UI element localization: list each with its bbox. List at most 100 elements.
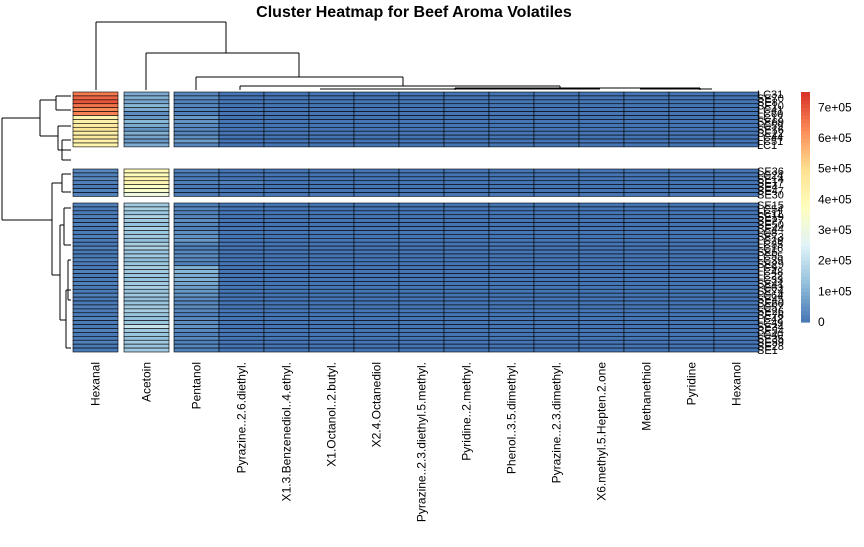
legend-tick-label: 3e+05: [818, 223, 852, 237]
heatmap-cell: [353, 222, 400, 227]
heatmap-cell: [578, 180, 625, 185]
heatmap-cell: [488, 316, 535, 321]
heatmap-cell: [578, 210, 625, 216]
column-label: X1.3.Benzenediol..4.ethyl.: [280, 362, 294, 501]
heatmap-cell: [173, 316, 220, 321]
heatmap-cell: [623, 241, 670, 247]
heatmap-cell: [668, 142, 715, 148]
heatmap-cell: [123, 234, 170, 239]
heatmap-cell: [72, 218, 119, 223]
heatmap-cell: [533, 107, 580, 112]
heatmap-cell: [173, 184, 220, 189]
heatmap-cell: [533, 230, 580, 235]
heatmap-cell: [443, 134, 490, 140]
heatmap-cell: [713, 288, 760, 294]
heatmap-cell: [72, 277, 119, 282]
heatmap-cell: [123, 226, 170, 231]
heatmap-cell: [218, 222, 265, 227]
heatmap-cell: [353, 285, 400, 290]
column-label: Hexanol: [730, 362, 744, 406]
heatmap-cell: [623, 99, 670, 105]
heatmap-cell: [488, 332, 535, 337]
row-label: SE60: [757, 298, 784, 310]
heatmap-cell: [443, 281, 490, 286]
heatmap-cell: [308, 332, 355, 337]
legend-color-step: [801, 268, 810, 273]
heatmap-cell: [623, 226, 670, 231]
heatmap-cell: [123, 324, 170, 329]
heatmap-cell: [398, 222, 445, 227]
heatmap-cell: [263, 226, 310, 231]
row-label: LC22: [757, 271, 783, 283]
heatmap-cell: [443, 316, 490, 321]
heatmap-cell: [353, 192, 400, 197]
heatmap-cell: [398, 210, 445, 216]
column-label: Pyridine..2.methyl.: [460, 362, 474, 461]
heatmap-cell: [398, 292, 445, 298]
heatmap-cell: [72, 285, 119, 290]
legend-color-step: [801, 130, 810, 135]
heatmap-cell: [308, 123, 355, 128]
heatmap-cell: [488, 138, 535, 144]
heatmap-cell: [443, 343, 490, 349]
heatmap-cell: [353, 126, 400, 132]
legend-tick-label: 6e+05: [818, 131, 852, 145]
heatmap-cell: [173, 304, 220, 310]
heatmap-cell: [353, 261, 400, 267]
heatmap-cell: [668, 339, 715, 345]
heatmap-cell: [713, 292, 760, 298]
heatmap-cell: [72, 245, 119, 251]
heatmap-cell: [353, 230, 400, 235]
legend-color-step: [801, 164, 810, 170]
heatmap-cell: [578, 269, 625, 274]
heatmap-cell: [668, 285, 715, 290]
heatmap-cell: [533, 222, 580, 227]
heatmap-cell: [173, 142, 220, 148]
heatmap-cell: [353, 245, 400, 251]
heatmap-cell: [668, 300, 715, 306]
heatmap-cell: [533, 226, 580, 231]
heatmap-cell: [533, 281, 580, 286]
heatmap-cell: [218, 168, 265, 174]
heatmap-cell: [218, 288, 265, 294]
heatmap-cell: [488, 123, 535, 128]
heatmap-cell: [308, 347, 355, 353]
heatmap-cell: [263, 99, 310, 105]
heatmap-cell: [308, 249, 355, 255]
heatmap-cell: [263, 130, 310, 136]
heatmap-cell: [218, 138, 265, 144]
heatmap-cell: [533, 288, 580, 294]
heatmap-cell: [353, 134, 400, 140]
heatmap-cell: [668, 95, 715, 101]
heatmap-cell: [308, 188, 355, 193]
heatmap-cell: [308, 253, 355, 259]
heatmap-cell: [308, 134, 355, 140]
heatmap-cell: [308, 172, 355, 178]
heatmap-cell: [443, 123, 490, 128]
heatmap-cell: [218, 111, 265, 116]
heatmap-cell: [713, 308, 760, 314]
heatmap-cell: [578, 226, 625, 231]
heatmap-cell: [488, 324, 535, 329]
heatmap-cell: [623, 111, 670, 116]
row-label: SE44: [757, 224, 784, 236]
heatmap-cell: [713, 245, 760, 251]
row-label: SE14: [757, 174, 784, 186]
heatmap-cell: [353, 188, 400, 193]
heatmap-cell: [353, 328, 400, 333]
heatmap-cell: [218, 192, 265, 197]
heatmap-cell: [173, 134, 220, 140]
heatmap-cell: [668, 234, 715, 239]
heatmap-cell: [623, 115, 670, 120]
heatmap-cell: [398, 95, 445, 101]
heatmap-cell: [218, 245, 265, 251]
legend-color-step: [801, 306, 810, 312]
heatmap-cell: [533, 285, 580, 290]
heatmap-cell: [263, 214, 310, 219]
heatmap-cell: [443, 218, 490, 223]
heatmap-cell: [578, 332, 625, 337]
legend-color-step: [801, 276, 810, 281]
heatmap-cell: [488, 269, 535, 274]
heatmap-cell: [488, 180, 535, 185]
heatmap-cell: [713, 257, 760, 263]
